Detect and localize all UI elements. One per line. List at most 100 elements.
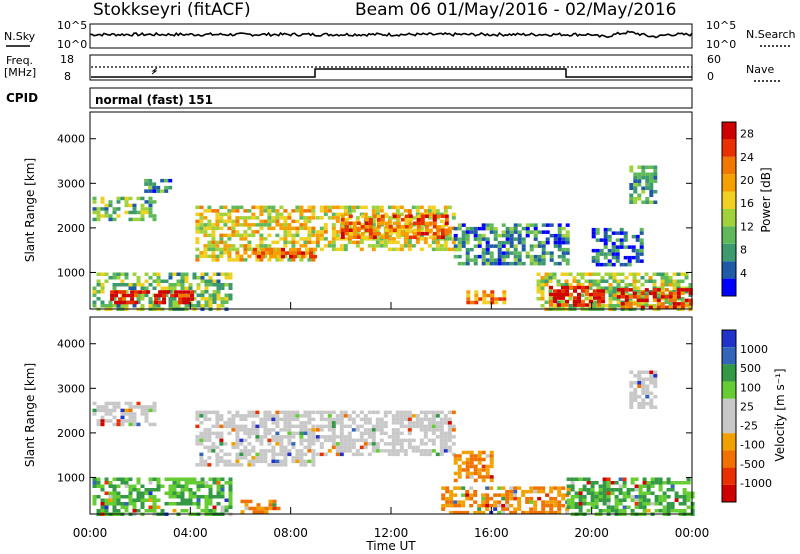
power-cell: [489, 254, 494, 259]
power-cell: [561, 296, 565, 300]
velocity-cell: [395, 438, 400, 443]
velocity-cell: [128, 477, 133, 481]
power-cell: [611, 262, 616, 267]
power-cell: [335, 216, 340, 220]
power-cell: [116, 283, 121, 287]
velocity-cell: [315, 435, 320, 439]
velocity-cell: [533, 486, 538, 490]
velocity-cell: [574, 477, 579, 481]
power-cell: [299, 237, 304, 241]
velocity-cell: [311, 442, 316, 446]
power-cell: [505, 251, 510, 255]
power-cell: [219, 216, 224, 220]
power-cell: [96, 272, 101, 276]
velocity-cell: [485, 493, 490, 497]
power-cell: [629, 186, 634, 190]
x-tick-label: 12:00: [374, 526, 409, 540]
velocity-cell: [192, 481, 197, 485]
power-cell: [203, 216, 208, 220]
power-cell: [148, 300, 153, 304]
power-cell: [118, 290, 123, 294]
power-cell: [469, 247, 474, 252]
velocity-cell: [255, 414, 260, 418]
velocity-cell: [537, 486, 542, 490]
velocity-cell: [427, 424, 432, 429]
velocity-cell: [120, 481, 125, 485]
power-cell: [344, 221, 349, 225]
power-cell: [340, 221, 345, 225]
velocity-cell: [403, 438, 408, 443]
velocity-cell: [686, 495, 691, 499]
power-cell: [293, 251, 297, 255]
velocity-cell: [395, 414, 400, 418]
velocity-cell: [549, 510, 554, 515]
power-cell: [557, 237, 562, 241]
velocity-cell: [439, 445, 444, 450]
power-cell: [633, 200, 638, 204]
velocity-cell: [199, 431, 204, 436]
velocity-cell: [343, 410, 348, 415]
power-cell: [307, 205, 312, 210]
power-cell: [208, 283, 213, 287]
power-cell: [668, 305, 673, 310]
power-cell: [360, 232, 365, 236]
velocity-cell: [395, 431, 400, 436]
power-cell: [632, 295, 637, 299]
power-cell: [608, 272, 613, 276]
power-cell: [653, 190, 658, 194]
power-cell: [529, 247, 534, 252]
power-cell: [315, 230, 320, 234]
power-cell: [368, 225, 373, 229]
power-cell: [404, 228, 409, 232]
velocity-cell: [235, 438, 240, 443]
power-cell: [239, 216, 244, 220]
power-cell: [200, 297, 205, 301]
power-cell: [200, 276, 205, 280]
nsky-tick-bottom: 10^0: [57, 38, 87, 51]
power-cell: [356, 235, 361, 239]
power-cell: [255, 230, 260, 234]
power-cell: [148, 214, 153, 218]
velocity-cell: [124, 477, 129, 481]
power-cell: [603, 241, 608, 246]
velocity-cell: [461, 461, 466, 465]
power-cell: [676, 297, 681, 301]
power-cell: [628, 297, 633, 301]
power-cell: [676, 279, 681, 283]
velocity-cell: [128, 405, 133, 409]
power-cell: [303, 209, 308, 213]
power-cell: [592, 283, 597, 287]
power-cell: [664, 300, 669, 304]
power-cell: [612, 297, 617, 301]
velocity-cell: [283, 445, 288, 450]
power-cell: [584, 297, 589, 301]
power-cell: [612, 293, 617, 297]
power-cell: [580, 293, 585, 297]
velocity-cell: [629, 381, 634, 385]
power-cell: [461, 240, 466, 245]
power-cell: [541, 247, 546, 252]
power-cell: [156, 297, 161, 301]
velocity-cell: [259, 459, 264, 464]
velocity-colorbar-swatch: [722, 398, 736, 416]
nsearch-tick-top: 10^5: [706, 19, 736, 32]
power-cell: [412, 235, 417, 239]
velocity-cell: [104, 408, 109, 413]
power-cell: [112, 272, 117, 276]
cpid-label: CPID: [6, 91, 38, 105]
power-cell: [375, 244, 380, 248]
power-cell: [660, 276, 665, 280]
velocity-cell: [602, 488, 607, 492]
velocity-cell: [501, 503, 506, 508]
power-cell: [154, 300, 159, 305]
power-cell: [549, 285, 553, 290]
power-cell: [620, 305, 625, 310]
power-cell: [494, 300, 499, 305]
power-cell: [319, 247, 324, 252]
power-cell: [627, 262, 632, 267]
velocity-cell: [275, 410, 280, 415]
power-cell: [162, 293, 167, 298]
power-cell: [174, 290, 179, 294]
velocity-cell: [116, 498, 121, 502]
velocity-cell: [243, 417, 248, 422]
